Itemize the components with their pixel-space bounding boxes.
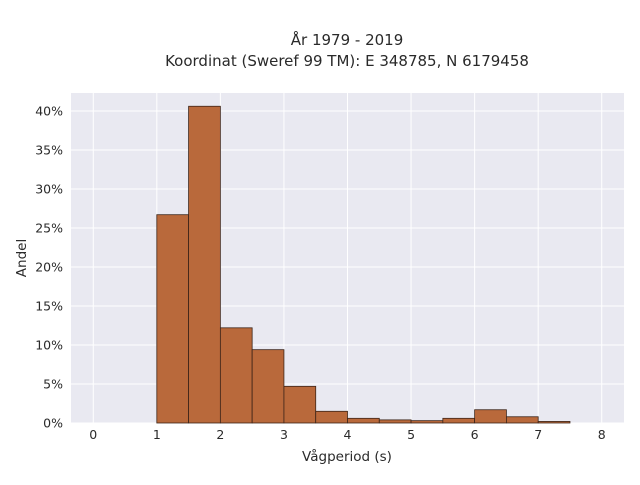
y-tick-label: 35% [35, 142, 63, 157]
chart-title-line-2: Koordinat (Sweref 99 TM): E 348785, N 61… [165, 52, 529, 70]
histogram-bar [283, 385, 317, 424]
y-tick-label: 15% [35, 298, 63, 313]
histogram-bar [537, 421, 571, 424]
histogram-bar [506, 416, 539, 424]
histogram-bar [410, 420, 444, 424]
x-tick-label: 8 [598, 427, 606, 442]
histogram-bar [347, 417, 380, 424]
chart-title-line-1: År 1979 - 2019 [291, 30, 404, 49]
histogram-bars [156, 105, 571, 424]
histogram-bar [251, 349, 285, 424]
y-tick-label: 40% [35, 103, 63, 118]
y-axis-ticks: 0% 5% 10% 15% 20% 25% 30% 35% 40% [35, 103, 63, 430]
x-axis-label: Vågperiod (s) [302, 448, 392, 465]
x-tick-label: 3 [280, 427, 288, 442]
y-tick-label: 20% [35, 259, 63, 274]
histogram-bar [315, 410, 348, 424]
y-tick-label: 10% [35, 337, 63, 352]
histogram-bar [378, 419, 412, 424]
x-tick-label: 5 [407, 427, 415, 442]
x-tick-label: 4 [344, 427, 352, 442]
y-tick-label: 30% [35, 181, 63, 196]
histogram-bar [188, 105, 221, 424]
x-tick-label: 0 [89, 427, 97, 442]
x-tick-label: 1 [153, 427, 161, 442]
y-tick-label: 5% [43, 376, 63, 391]
x-tick-label: 7 [534, 427, 542, 442]
x-tick-label: 2 [216, 427, 224, 442]
x-axis-ticks: 0 1 2 3 4 5 6 7 8 [89, 427, 606, 442]
y-axis-label: Andel [14, 239, 30, 277]
y-tick-label: 25% [35, 220, 63, 235]
x-tick-label: 6 [471, 427, 479, 442]
histogram-bar [219, 327, 253, 424]
y-tick-label: 0% [43, 416, 63, 431]
histogram-bar [442, 417, 476, 424]
histogram-bar [474, 409, 507, 424]
histogram-bar [156, 214, 189, 424]
